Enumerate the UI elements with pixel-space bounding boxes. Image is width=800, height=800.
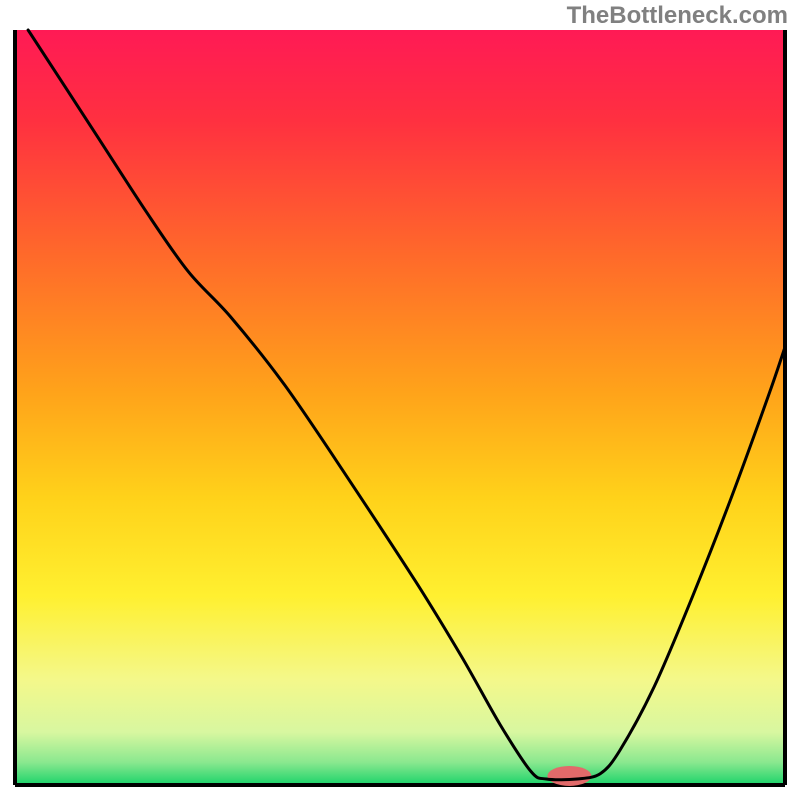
chart-container: TheBottleneck.com [0, 0, 800, 800]
watermark-text: TheBottleneck.com [565, 2, 790, 30]
chart-svg [0, 0, 800, 800]
